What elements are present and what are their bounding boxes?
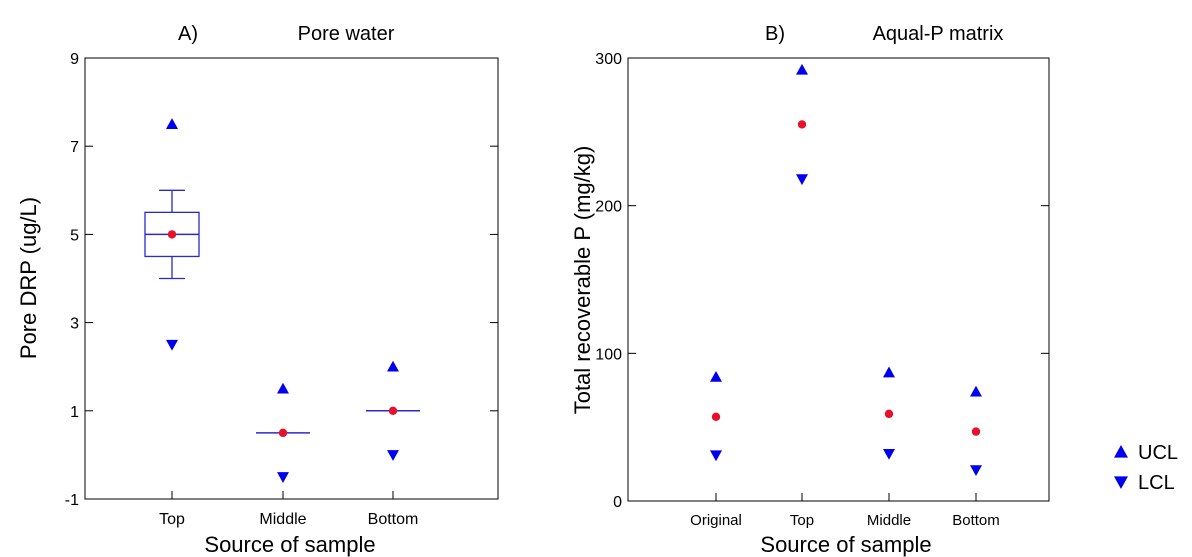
- panel-b-plot-frame: [627, 57, 1050, 502]
- panel-b-x-axis-label: Source of sample: [760, 532, 931, 557]
- y-tick-label: 100: [595, 346, 622, 363]
- y-tick-label: 0: [613, 494, 622, 511]
- panel-b-marks: [710, 63, 982, 476]
- panel-b-label: B): [765, 23, 785, 45]
- ucl-point: [970, 385, 982, 397]
- ucl-point: [166, 118, 178, 129]
- mean-point: [167, 230, 177, 239]
- panel-a-pore-water: A) Pore water Source of sample Pore DRP …: [16, 23, 499, 557]
- lcl-point: [277, 472, 289, 483]
- panel-a-x-axis: Top Middle Bottom: [159, 491, 418, 528]
- ucl-point: [387, 360, 399, 372]
- panel-a-marks: [144, 118, 420, 483]
- lcl-point: [710, 450, 722, 462]
- y-tick-label: 9: [70, 51, 79, 68]
- panel-a-y-axis-label: Pore DRP (ug/L): [16, 197, 41, 359]
- mean-point: [278, 428, 288, 438]
- panel-a-y-axis: -1 1 3 5 7 9: [65, 51, 498, 509]
- legend-ucl-label: UCL: [1138, 442, 1178, 464]
- lcl-point: [166, 339, 178, 351]
- x-tick-label: Middle: [259, 511, 306, 528]
- mean-point: [971, 427, 981, 436]
- lcl-point: [883, 448, 895, 460]
- panel-a-x-axis-label: Source of sample: [204, 532, 375, 557]
- y-tick-label: 7: [70, 139, 79, 156]
- mean-point: [388, 406, 398, 415]
- x-tick-label: Top: [159, 511, 185, 528]
- panel-a-title: Pore water: [298, 23, 395, 45]
- lcl-point: [387, 450, 399, 461]
- legend-entry-ucl: UCL: [1114, 442, 1178, 464]
- legend-entry-lcl: LCL: [1114, 472, 1175, 494]
- legend-ucl-marker-icon: [1114, 445, 1128, 458]
- panel-b-aqual-p-matrix: B) Aqual-P matrix Source of sample Total…: [570, 23, 1050, 557]
- y-tick-label: 5: [70, 227, 79, 244]
- y-tick-label: -1: [65, 492, 79, 509]
- y-tick-label: 300: [595, 51, 622, 68]
- mean-point: [711, 412, 721, 422]
- panel-a-plot-frame: [84, 57, 499, 500]
- x-tick-label: Bottom: [952, 512, 1000, 529]
- lcl-point: [970, 465, 982, 476]
- panel-a-label: A): [178, 23, 198, 45]
- x-tick-label: Middle: [867, 512, 911, 529]
- legend: UCL LCL: [1114, 442, 1178, 494]
- ucl-point: [883, 366, 895, 378]
- y-tick-label: 1: [70, 404, 79, 421]
- x-tick-label: Bottom: [368, 511, 419, 528]
- y-tick-label: 200: [595, 199, 622, 216]
- panel-b-y-axis-label: Total recoverable P (mg/kg): [570, 146, 595, 415]
- panel-b-y-axis: 0 100 200 300: [595, 51, 1049, 511]
- ucl-point: [710, 370, 722, 382]
- x-tick-label: Original: [690, 512, 742, 529]
- ucl-point: [277, 382, 289, 394]
- panel-b-x-axis: Original Top Middle Bottom: [690, 493, 1000, 529]
- x-tick-label: Top: [790, 512, 814, 529]
- lcl-point: [796, 174, 808, 186]
- mean-point: [884, 409, 894, 419]
- ucl-point: [796, 63, 808, 75]
- legend-lcl-marker-icon: [1114, 476, 1128, 489]
- y-tick-label: 3: [70, 316, 79, 333]
- mean-point: [797, 120, 807, 129]
- legend-lcl-label: LCL: [1138, 472, 1175, 494]
- panel-b-title: Aqual-P matrix: [873, 23, 1004, 45]
- box-plot: [144, 189, 200, 280]
